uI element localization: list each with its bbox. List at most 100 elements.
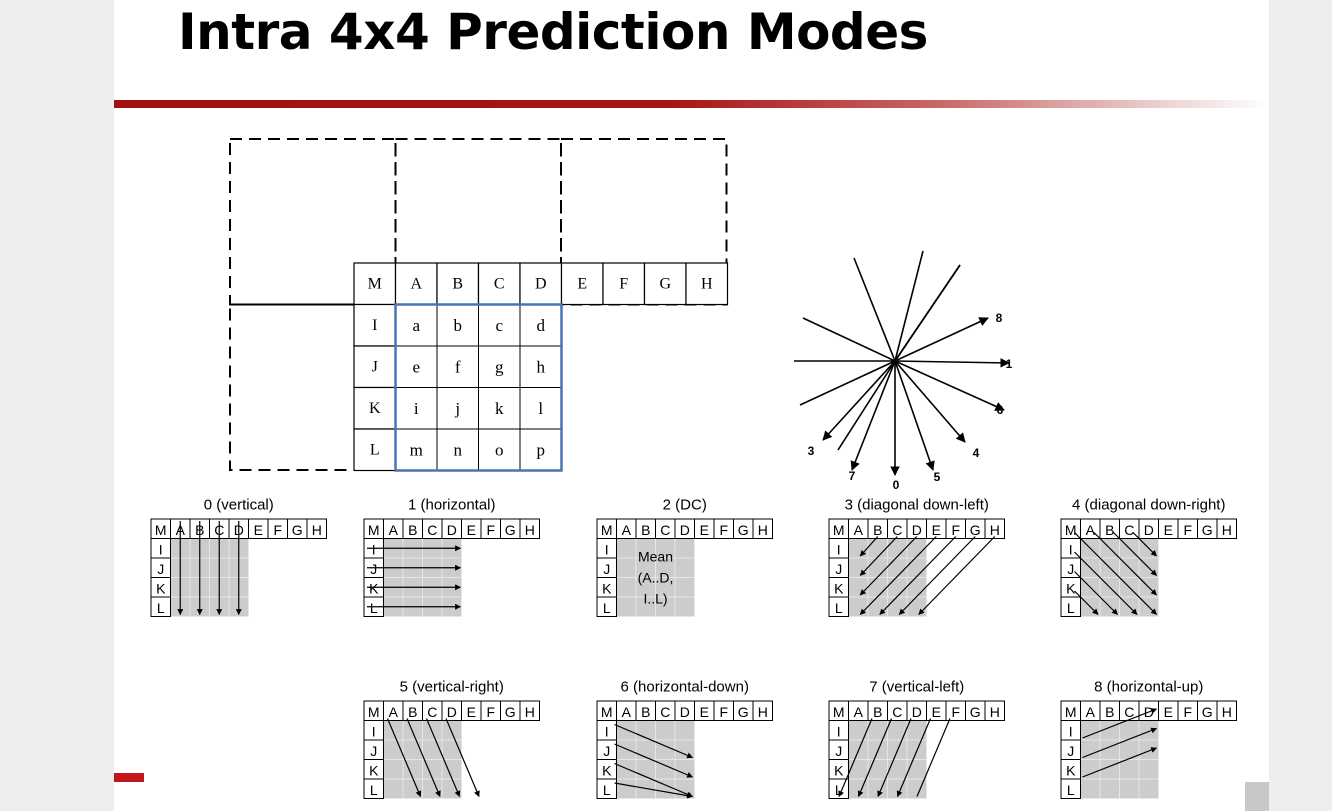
neighbor-cell-label: I — [1069, 541, 1073, 557]
top-neighbor-label: D — [535, 275, 547, 292]
block-pixel-label: m — [410, 440, 423, 459]
neighbor-cell-label: A — [1086, 522, 1096, 538]
scrollbar-corner — [1245, 782, 1269, 811]
mode-label: 1 (horizontal) — [408, 497, 496, 514]
top-neighbor-label: G — [659, 275, 671, 292]
neighbor-cell-label: I — [159, 541, 163, 557]
neighbor-cell — [306, 518, 327, 539]
prediction-arrow — [614, 782, 694, 799]
block-pixel-label: j — [454, 399, 460, 418]
prediction-arrow — [859, 536, 937, 615]
neighbor-cell — [752, 518, 773, 539]
neighbor-cell-label: L — [1067, 782, 1075, 798]
neighbor-cell-label: E — [1164, 704, 1173, 720]
neighbor-cell — [1216, 700, 1237, 721]
neighbor-cell-label: A — [854, 522, 864, 538]
prediction-arrow — [857, 718, 893, 798]
left-neighbor-label: K — [369, 400, 381, 417]
neighbor-cell — [363, 778, 384, 799]
prediction-arrow — [1074, 590, 1099, 615]
neighbor-cell-label: B — [1105, 522, 1114, 538]
neighbor-cell-label: M — [368, 522, 380, 538]
prediction-arrow — [918, 536, 996, 615]
block-pixel-label: k — [495, 399, 504, 418]
neighbor-cell-label: D — [680, 522, 690, 538]
prediction-arrow — [1082, 708, 1158, 739]
neighbor-cell-label: A — [389, 704, 399, 720]
neighbor-cell-label: E — [254, 522, 263, 538]
neighbor-cell-label: G — [1202, 704, 1213, 720]
prediction-direction-chart: 8 1 6 3 4 7 0 5 — [794, 250, 1013, 492]
left-neighbor-label: I — [372, 317, 377, 334]
neighbor-cell-label: H — [525, 704, 535, 720]
neighbor-cell-label: J — [370, 561, 377, 577]
direction-label: 7 — [849, 469, 856, 483]
neighbor-cell-label: C — [427, 704, 437, 720]
left-neighbor-cell — [353, 345, 397, 389]
top-neighbor-label: H — [701, 275, 713, 292]
neighbor-cell-label: H — [312, 522, 322, 538]
direction-ray — [894, 250, 924, 362]
mode-label: 0 (vertical) — [204, 497, 274, 514]
top-neighbor-cell — [519, 262, 563, 306]
neighbor-cell — [596, 778, 617, 799]
dc-mean-label: I..L) — [643, 591, 667, 607]
left-neighbor-cell — [353, 428, 397, 472]
neighbor-cell-label: M — [601, 704, 613, 720]
neighbor-cell — [519, 700, 540, 721]
prediction-arrow — [1113, 532, 1157, 576]
neighbor-cell-label: M — [601, 522, 613, 538]
neighbor-cell-label: F — [1183, 704, 1192, 720]
mode-label: 3 (diagonal down-left) — [845, 497, 989, 514]
prediction-arrow — [838, 718, 873, 798]
neighbor-cell-label: K — [369, 580, 379, 596]
top-neighbor-label: F — [619, 275, 628, 292]
neighbor-cell-label: L — [157, 600, 165, 616]
neighbor-cell-label: I — [1069, 723, 1073, 739]
neighbor-cell-label: D — [447, 704, 457, 720]
block-pixel-label: f — [455, 357, 461, 376]
neighbor-cell-label: M — [1065, 704, 1077, 720]
neighbor-cell-label: L — [1067, 600, 1075, 616]
neighbor-cell-label: F — [273, 522, 282, 538]
direction-arrow — [894, 360, 1005, 411]
direction-label: 1 — [1006, 357, 1013, 371]
neighbor-cell-label: K — [156, 580, 166, 596]
prediction-arrow — [1074, 571, 1118, 615]
neighbor-cell-label: G — [738, 704, 749, 720]
mode-label: 7 (vertical-left) — [869, 679, 964, 696]
block-pixel-cell — [395, 428, 438, 471]
neighbor-cell-label: H — [758, 522, 768, 538]
prediction-arrow — [406, 718, 441, 798]
direction-ray — [853, 257, 896, 362]
block-pixel-label: i — [414, 399, 419, 418]
neighbor-cell-label: L — [835, 600, 843, 616]
neighbor-cell-label: H — [1222, 704, 1232, 720]
neighbor-cell-label: J — [1067, 743, 1074, 759]
neighbor-cell-label: J — [370, 743, 377, 759]
neighbor-cell-label: F — [719, 522, 728, 538]
neighbor-cell-label: M — [155, 522, 167, 538]
neighbor-cell-label: G — [505, 522, 516, 538]
block-pixel-label: g — [495, 357, 504, 376]
neighbor-cell-label: K — [369, 762, 379, 778]
neighbor-cell-label: G — [970, 522, 981, 538]
neighbor-cell — [752, 700, 773, 721]
direction-label: 6 — [997, 403, 1004, 417]
mode-label: 8 (horizontal-up) — [1094, 679, 1203, 696]
top-neighbor-cell — [643, 262, 687, 306]
neighbor-cell-label: L — [370, 782, 378, 798]
neighbor-cell-label: B — [408, 704, 417, 720]
neighbor-cell-label: L — [835, 782, 843, 798]
neighbor-cell-label: C — [1124, 522, 1134, 538]
neighbor-cell-label: G — [1202, 522, 1213, 538]
neighbor-cell-label: G — [970, 704, 981, 720]
block-pixel-label: l — [538, 399, 543, 418]
